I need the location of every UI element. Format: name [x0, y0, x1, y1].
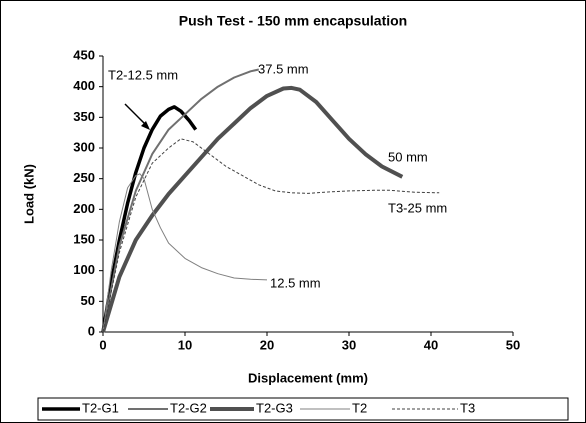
x-tick-label: 30	[342, 337, 356, 352]
y-tick-label: 200	[73, 201, 95, 216]
series-line	[102, 173, 268, 333]
x-tick-label: 50	[506, 337, 520, 352]
annotation: T2-12.5 mm	[108, 67, 178, 82]
legend-label: T2-G3	[256, 400, 293, 415]
annotation: T3-25 mm	[388, 200, 447, 215]
y-tick-label: 450	[73, 47, 95, 62]
x-tick-label: 0	[99, 337, 106, 352]
legend-label: T2	[352, 400, 367, 415]
y-tick-label: 400	[73, 78, 95, 93]
series-line	[102, 138, 440, 333]
x-axis-label: Displacement (mm)	[248, 370, 368, 385]
y-axis-label: Load (kN)	[21, 164, 36, 224]
series-line	[101, 85, 404, 333]
legend-label: T2-G1	[82, 400, 119, 415]
chart-title: Push Test - 150 mm encapsulation	[179, 13, 407, 29]
legend-label: T3	[460, 400, 475, 415]
x-tick-label: 10	[178, 337, 192, 352]
x-tick-label: 40	[424, 337, 438, 352]
y-tick-label: 100	[73, 262, 95, 277]
arrow-head	[141, 121, 150, 130]
y-tick-label: 150	[73, 231, 95, 246]
annotation: 12.5 mm	[270, 275, 321, 290]
y-tick-label: 250	[73, 170, 95, 185]
annotation: 37.5 mm	[258, 61, 309, 76]
y-tick-label: 50	[81, 293, 95, 308]
y-tick-label: 0	[88, 323, 95, 338]
series-line	[101, 105, 198, 333]
series-line	[102, 68, 260, 333]
y-tick-label: 300	[73, 139, 95, 154]
legend-label: T2-G2	[170, 400, 207, 415]
annotation: 50 mm	[388, 149, 428, 164]
y-tick-label: 350	[73, 109, 95, 124]
x-tick-label: 20	[260, 337, 274, 352]
